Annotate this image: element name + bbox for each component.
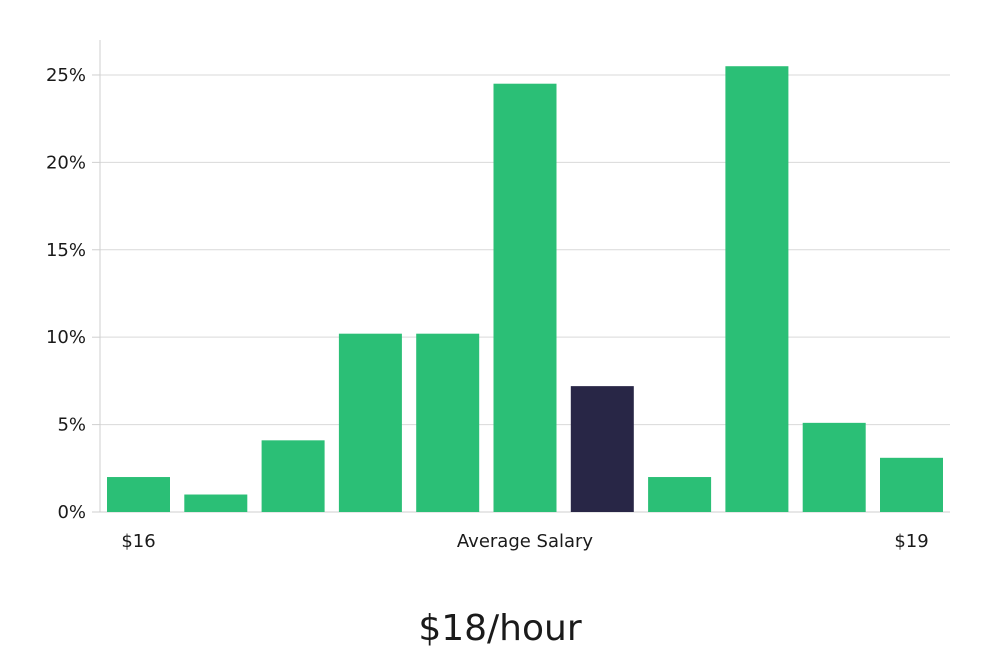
bar <box>338 333 402 512</box>
bars <box>107 66 943 512</box>
y-tick-label: 20% <box>46 152 86 173</box>
y-tick-label: 10% <box>46 327 86 348</box>
bar <box>184 494 248 512</box>
bar <box>802 422 866 512</box>
x-label: $19 <box>894 531 928 552</box>
y-tick-labels: 0% 5% 10% 15% 20% 25% <box>46 65 86 523</box>
bar <box>493 83 557 512</box>
bar <box>725 66 789 512</box>
y-tick-label: 15% <box>46 240 86 261</box>
y-tick-label: 5% <box>57 415 86 436</box>
x-label: Average Salary <box>457 531 594 552</box>
x-labels: $16 Average Salary $19 <box>121 531 928 552</box>
bar-highlight <box>570 386 634 512</box>
salary-headline: $18/hour <box>418 608 582 649</box>
bar <box>880 457 943 512</box>
bar <box>261 440 325 512</box>
y-tick-label: 25% <box>46 65 86 86</box>
salary-histogram: 0% 5% 10% 15% 20% 25% $16 Average Salary $19 <box>46 40 950 552</box>
y-tick-label: 0% <box>57 502 86 523</box>
bar <box>648 477 712 512</box>
bar <box>416 333 480 512</box>
bar <box>107 477 170 512</box>
x-label: $16 <box>121 531 155 552</box>
